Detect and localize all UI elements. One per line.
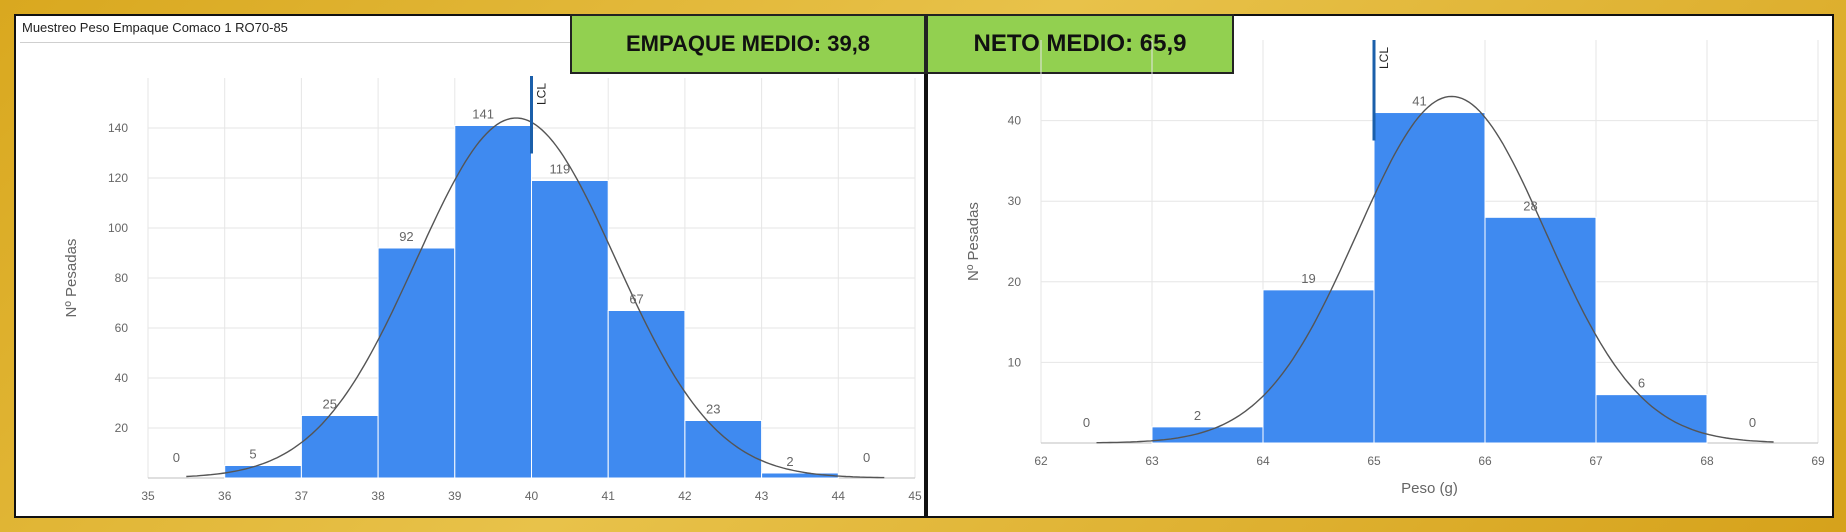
y-tick-label: 40 — [115, 371, 129, 385]
x-tick-label: 65 — [1367, 454, 1381, 468]
normal-distribution-curve — [1096, 95, 1774, 444]
x-tick-label: 39 — [448, 489, 462, 503]
empaque-medio-badge: EMPAQUE MEDIO: 39,8 — [570, 14, 926, 74]
x-tick-label: 45 — [908, 489, 922, 503]
histogram-bar — [1484, 216, 1597, 444]
lcl-label: LCL — [1377, 47, 1391, 69]
histogram-bar — [1262, 289, 1375, 444]
bar-value-label: 25 — [323, 397, 337, 412]
x-tick-label: 35 — [141, 489, 155, 503]
histogram-bar — [377, 247, 456, 479]
y-tick-label: 120 — [108, 171, 128, 185]
x-tick-label: 37 — [295, 489, 309, 503]
histogram-bar — [1373, 112, 1486, 444]
lcl-label: LCL — [535, 83, 549, 105]
bar-value-label: 0 — [863, 450, 870, 465]
y-tick-label: 20 — [115, 421, 129, 435]
bar-value-label: 19 — [1301, 271, 1315, 286]
y-tick-label: 140 — [108, 121, 128, 135]
histogram-bar — [531, 180, 609, 479]
bar-value-label: 92 — [399, 229, 413, 244]
bar-value-label: 0 — [1749, 415, 1756, 430]
x-tick-label: 64 — [1256, 454, 1270, 468]
y-tick-label: 100 — [108, 221, 128, 235]
bar-value-label: 2 — [786, 454, 793, 469]
y-tick-label: 60 — [115, 321, 129, 335]
y-tick-label: 40 — [1008, 114, 1022, 128]
histogram-bar — [684, 420, 763, 479]
x-tick-label: 40 — [525, 489, 539, 503]
bar-value-label: 28 — [1523, 198, 1537, 213]
histogram-bar — [1595, 394, 1708, 444]
bar-value-label: 0 — [173, 450, 180, 465]
bar-value-label: 23 — [706, 402, 720, 417]
bar-value-label: 0 — [1083, 415, 1090, 430]
bar-value-label: 2 — [1194, 408, 1201, 423]
y-axis-title: Nº Pesadas — [63, 239, 80, 318]
normal-distribution-curve — [186, 117, 885, 479]
x-tick-label: 41 — [602, 489, 616, 503]
y-tick-label: 30 — [1008, 194, 1022, 208]
x-tick-label: 44 — [832, 489, 846, 503]
bar-value-label: 141 — [472, 107, 494, 122]
x-tick-label: 36 — [218, 489, 232, 503]
x-tick-label: 68 — [1700, 454, 1714, 468]
bar-value-label: 5 — [249, 447, 256, 462]
x-axis-title: Peso (g) — [1401, 480, 1458, 497]
bar-value-label: 67 — [629, 292, 643, 307]
x-tick-label: 38 — [371, 489, 385, 503]
chart-title: Muestreo Peso Empaque Comaco 1 RO70-85 — [22, 20, 288, 35]
x-tick-label: 42 — [678, 489, 692, 503]
x-tick-label: 62 — [1034, 454, 1048, 468]
y-axis-title: Nº Pesadas — [965, 202, 982, 281]
histogram-bar — [454, 125, 532, 479]
x-tick-label: 69 — [1811, 454, 1825, 468]
bar-value-label: 119 — [549, 162, 570, 177]
title-divider — [20, 42, 580, 43]
histogram-bar — [300, 415, 379, 479]
bar-value-label: 6 — [1638, 376, 1645, 391]
bar-value-label: 41 — [1412, 94, 1426, 109]
y-tick-label: 20 — [1008, 275, 1022, 289]
x-tick-label: 67 — [1589, 454, 1603, 468]
x-tick-label: 43 — [755, 489, 769, 503]
x-tick-label: 63 — [1145, 454, 1159, 468]
y-tick-label: 80 — [115, 271, 129, 285]
histogram-bar — [607, 310, 686, 479]
x-tick-label: 66 — [1478, 454, 1492, 468]
y-tick-label: 10 — [1008, 355, 1022, 369]
histogram-bar — [1151, 426, 1264, 444]
neto-medio-badge: NETO MEDIO: 65,9 — [926, 14, 1234, 74]
